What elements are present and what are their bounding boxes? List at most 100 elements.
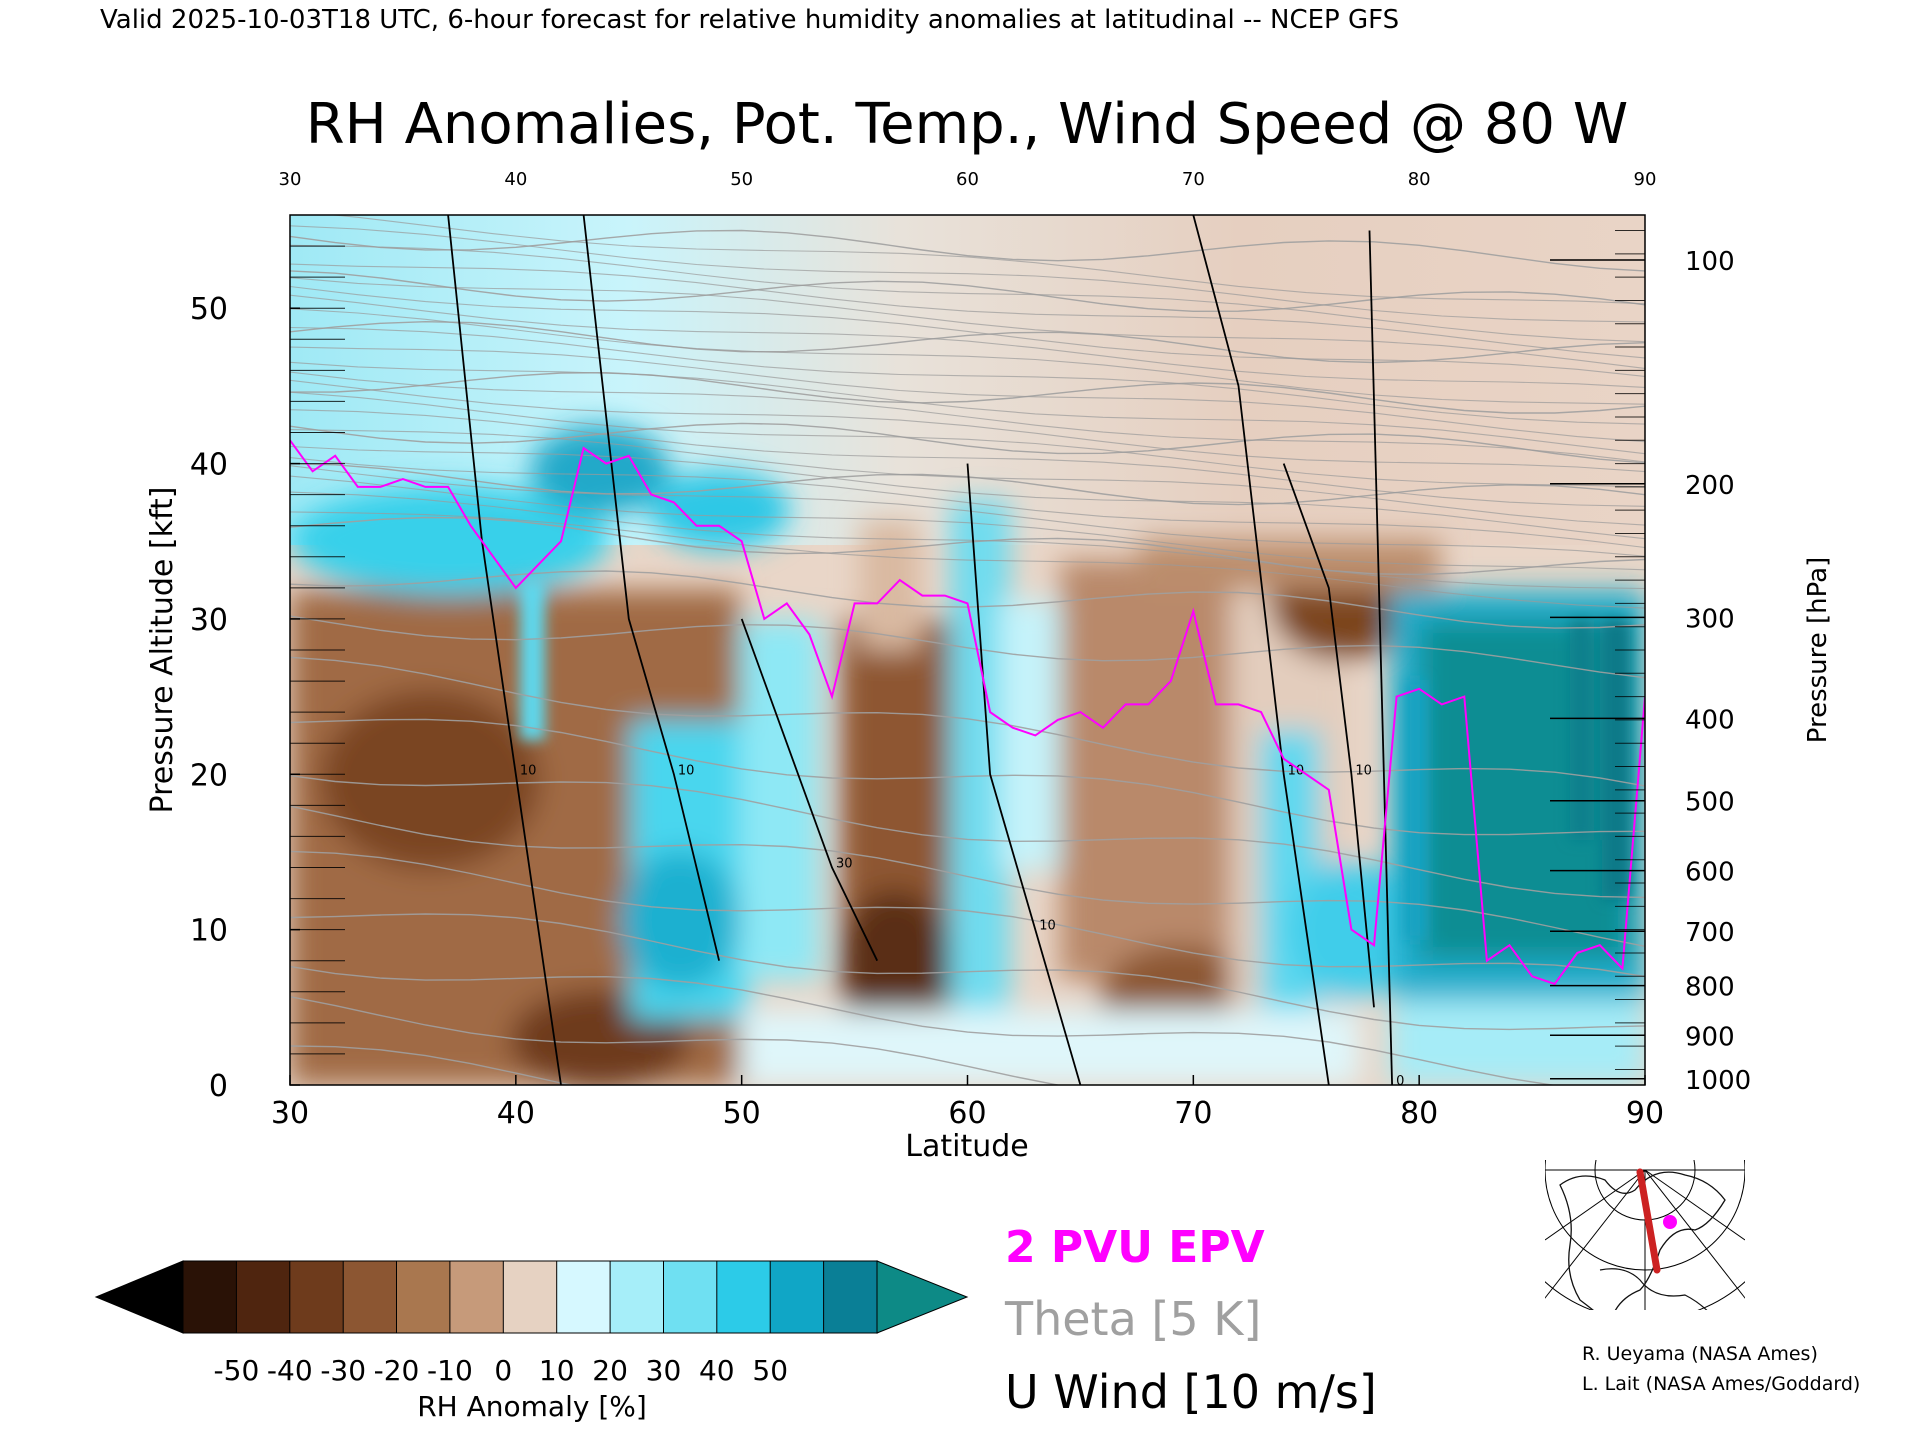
pressure-tick-label: 800 [1685,973,1735,1003]
theta-contour [290,225,1645,323]
pv2-line [290,439,1645,986]
pressure-tick-label: 700 [1685,918,1735,948]
theta-contours [290,215,1645,1085]
colorbar-bin [396,1260,451,1334]
x-top-tick-label: 60 [956,169,979,190]
u-wind-contour-label: 30 [836,857,853,872]
theta-contour [290,422,1645,464]
u-wind-contour-label: 10 [1355,763,1372,778]
pv2-tropopause-line [290,439,1645,986]
y-tick-label: 0 [209,1069,228,1104]
colorbar-tick-label: 40 [699,1354,735,1387]
y-axis-ticks-left: 0 10 20 30 40 50 [190,245,345,1104]
x-top-tick-label: 90 [1634,169,1657,190]
colorbar-bin [609,1260,665,1334]
theta-contour [290,1045,575,1085]
x-tick-label: 70 [1174,1096,1212,1131]
theta-contour [290,615,1645,679]
y-tick-label: 30 [190,603,228,638]
pressure-tick-label: 400 [1685,705,1735,735]
theta-contour [290,805,1645,947]
pressure-tick-label: 1000 [1685,1066,1751,1096]
u-wind-contours: 0 10 10 30 10 10 10 [447,215,1404,1089]
legend-theta: Theta [5 K] [1004,1292,1261,1346]
pressure-axis-ticks-right: 100 200 300 400 500 600 700 800 900 1000 [1550,230,1751,1096]
colorbar-tick-label: 10 [539,1354,575,1387]
pressure-tick-label: 300 [1685,604,1735,634]
pressure-tick-label: 900 [1685,1022,1735,1052]
u-wind-contour [740,618,879,962]
y-tick-label: 40 [190,448,228,483]
x-top-tick-label: 70 [1182,169,1205,190]
theta-contour [290,465,1645,557]
x-top-tick-label: 30 [279,169,302,190]
colorbar-label: RH Anomaly [%] [417,1390,647,1423]
theta-contour [290,996,1062,1085]
theta-contour [290,516,1645,576]
x-tick-label: 90 [1626,1096,1664,1131]
theta-contour [290,913,1645,1031]
x-axis-label: Latitude [905,1129,1028,1164]
colorbar-bin [182,1260,238,1334]
pressure-tick-label: 100 [1685,247,1735,277]
u-wind-contour [447,215,562,1085]
theta-contour [290,285,1645,377]
y-axis-label: Pressure Altitude [kft] [145,487,180,814]
colorbar-bin [556,1260,612,1334]
colorbar-bin [823,1260,879,1334]
colorbar-tick-label: -30 [320,1354,366,1387]
x-tick-label: 50 [723,1096,761,1131]
theta-contour [290,457,1645,549]
x-tick-label: 30 [271,1096,309,1131]
u-wind-contour-label: 0 [1396,1074,1404,1089]
y-tick-label: 10 [190,914,228,949]
legend-pv: 2 PVU EPV [1005,1222,1265,1273]
colorbar-tick-label: -50 [214,1354,260,1387]
colorbar-bin [235,1260,291,1334]
theta-contour [290,229,1645,272]
colorbar-tick-label: 50 [752,1354,788,1387]
theta-contour [290,718,1645,836]
theta-contour [290,409,1645,507]
colorbar-tick-label: 20 [592,1354,628,1387]
x-tick-label: 60 [948,1096,986,1131]
theta-contour [290,361,1645,455]
u-wind-contour [1282,463,1375,1008]
theta-contour [328,215,1645,305]
u-wind-contour-label: 10 [520,763,537,778]
theta-contour [290,429,1645,526]
x-tick-label: 40 [497,1096,535,1131]
theta-contour [290,775,1645,899]
colorbar-bin [663,1260,718,1334]
u-wind-contour [1368,230,1393,1085]
theta-contour [290,511,1645,609]
polar-map-icon [1545,1160,1745,1310]
u-wind-contour [966,463,1082,1085]
theta-contour [290,277,1645,369]
theta-contour [290,379,1645,473]
theta-contour [290,391,1645,488]
x-top-tick-label: 50 [730,169,753,190]
theta-contour [290,445,1645,540]
colorbar-tick-label: -10 [427,1354,473,1387]
pressure-tick-label: 600 [1685,858,1735,888]
x-tick-label: 80 [1400,1096,1438,1131]
theta-contour [290,244,1645,343]
theta-contour [290,371,1645,463]
theta-contour [290,270,1645,313]
colorbar-bin [716,1260,772,1334]
y-tick-label: 50 [190,292,228,327]
rh-colorbar: -50 -40 -30 -20 -10 0 10 20 30 40 50 [94,1260,969,1387]
colorbar-tick-label: -40 [267,1354,313,1387]
credit-line-2: L. Lait (NASA Ames/Goddard) [1582,1373,1860,1395]
theta-contour [290,371,1645,414]
x-axis-ticks-top: 30 40 50 60 70 80 90 [279,169,1657,190]
colorbar-under-arrow [94,1260,184,1334]
theta-contour [290,294,1645,388]
theta-contour [290,263,1645,359]
valid-line: Valid 2025-10-03T18 UTC, 6-hour forecast… [100,5,1399,35]
colorbar-bin [342,1260,398,1334]
legend-wind: U Wind [10 m/s] [1005,1365,1377,1419]
theta-contour [290,463,1645,506]
